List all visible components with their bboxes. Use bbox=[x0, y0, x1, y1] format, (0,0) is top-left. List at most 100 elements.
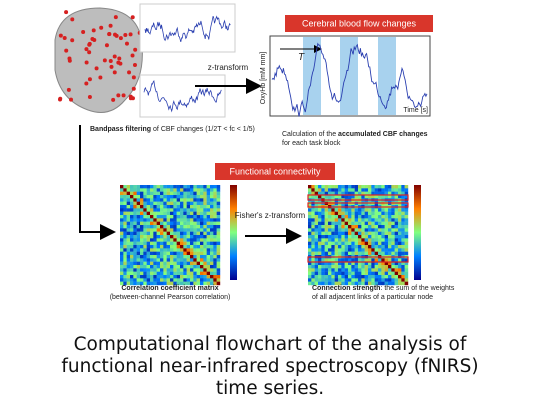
cell bbox=[203, 255, 207, 259]
cell bbox=[374, 258, 379, 262]
cell bbox=[153, 261, 157, 266]
cell bbox=[210, 231, 214, 236]
cell bbox=[341, 238, 345, 242]
cell bbox=[126, 221, 131, 226]
cell bbox=[381, 185, 385, 189]
cell bbox=[338, 185, 342, 189]
cell bbox=[338, 211, 342, 216]
cell bbox=[200, 275, 204, 279]
cell bbox=[180, 188, 184, 192]
cell bbox=[378, 231, 382, 236]
cell bbox=[324, 251, 329, 256]
cell bbox=[328, 218, 332, 222]
cell bbox=[213, 278, 217, 282]
cell bbox=[318, 211, 322, 216]
cell bbox=[388, 241, 392, 246]
cell bbox=[391, 191, 395, 196]
optode bbox=[118, 36, 123, 41]
cell bbox=[143, 261, 147, 266]
cell bbox=[130, 221, 134, 226]
cell bbox=[183, 208, 187, 212]
cell bbox=[123, 188, 127, 192]
cell bbox=[371, 231, 375, 236]
cell bbox=[190, 245, 194, 249]
cell bbox=[374, 221, 379, 226]
cell bbox=[143, 218, 147, 222]
cell bbox=[173, 185, 177, 189]
cell bbox=[361, 191, 365, 196]
cell bbox=[341, 215, 345, 219]
cell bbox=[180, 225, 184, 229]
cell bbox=[368, 241, 372, 246]
cell bbox=[190, 278, 194, 282]
cell bbox=[314, 231, 319, 236]
cell bbox=[321, 211, 325, 216]
cell bbox=[388, 281, 392, 286]
cell bbox=[150, 198, 154, 202]
cell bbox=[156, 271, 161, 276]
cell bbox=[140, 245, 144, 249]
cell bbox=[163, 231, 167, 236]
cell bbox=[153, 198, 157, 202]
cell bbox=[203, 198, 207, 202]
cell bbox=[311, 231, 315, 236]
cell bbox=[328, 215, 332, 219]
cell bbox=[358, 268, 362, 272]
cell bbox=[334, 208, 339, 212]
cell bbox=[196, 201, 201, 206]
cell bbox=[351, 225, 355, 229]
cell bbox=[183, 218, 187, 222]
optode bbox=[66, 87, 71, 92]
cell bbox=[173, 268, 177, 272]
cell bbox=[176, 241, 181, 246]
cell bbox=[398, 281, 402, 286]
cell bbox=[120, 248, 124, 252]
cell bbox=[123, 185, 127, 189]
cell bbox=[216, 261, 221, 266]
cell bbox=[156, 248, 161, 252]
cell bbox=[156, 211, 161, 216]
cell bbox=[123, 211, 127, 216]
cell bbox=[351, 221, 355, 226]
cell bbox=[190, 198, 194, 202]
cell bbox=[173, 211, 177, 216]
cell bbox=[190, 265, 194, 269]
cell bbox=[130, 201, 134, 206]
cell bbox=[331, 271, 335, 276]
optode bbox=[127, 70, 132, 75]
cell bbox=[404, 261, 409, 266]
cell bbox=[334, 248, 339, 252]
cell bbox=[163, 185, 167, 189]
cell bbox=[358, 245, 362, 249]
cell bbox=[321, 245, 325, 249]
cell bbox=[398, 215, 402, 219]
cell bbox=[146, 245, 151, 249]
cell bbox=[344, 261, 349, 266]
cell bbox=[328, 188, 332, 192]
cell bbox=[143, 265, 147, 269]
cell bbox=[361, 265, 365, 269]
cell bbox=[358, 275, 362, 279]
cell bbox=[176, 255, 181, 259]
cell bbox=[206, 255, 211, 259]
cell bbox=[146, 228, 151, 232]
cell bbox=[374, 208, 379, 212]
cell bbox=[371, 238, 375, 242]
cell bbox=[401, 235, 405, 239]
cell bbox=[203, 191, 207, 196]
cell bbox=[180, 228, 184, 232]
cell bbox=[341, 208, 345, 212]
cell bbox=[311, 281, 315, 286]
cell bbox=[173, 188, 177, 192]
cell bbox=[216, 268, 221, 272]
cell bbox=[318, 215, 322, 219]
cell bbox=[173, 208, 177, 212]
cell bbox=[368, 231, 372, 236]
cell bbox=[120, 271, 124, 276]
cell bbox=[381, 271, 385, 276]
cell bbox=[308, 268, 312, 272]
cell bbox=[156, 218, 161, 222]
cell bbox=[324, 261, 329, 266]
cell bbox=[163, 198, 167, 202]
cell bbox=[180, 211, 184, 216]
